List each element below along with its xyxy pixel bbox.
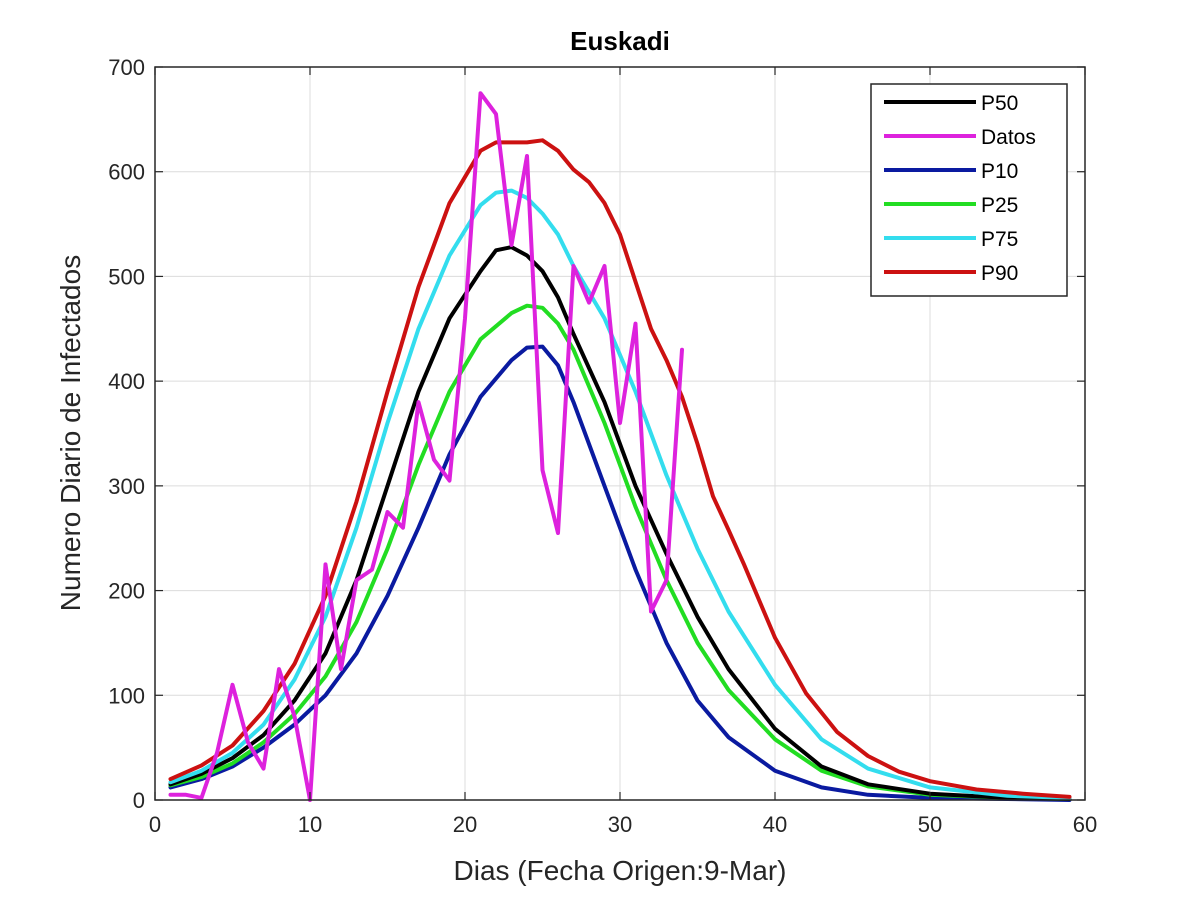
y-tick-label: 600 [108, 160, 145, 185]
x-tick-label: 30 [608, 812, 632, 837]
legend: P50 Datos P10 P25 P75 P90 [870, 83, 1068, 297]
x-tick-label: 0 [149, 812, 161, 837]
x-tick-label: 40 [763, 812, 787, 837]
x-axis-label: Dias (Fecha Origen:9-Mar) [454, 855, 787, 886]
y-tick-label: 100 [108, 683, 145, 708]
x-tick-label: 20 [453, 812, 477, 837]
legend-entries: P50 Datos P10 P25 P75 P90 [884, 92, 1036, 285]
y-tick-label: 400 [108, 369, 145, 394]
series-lines [168, 91, 1072, 802]
chart-title: Euskadi [570, 26, 670, 56]
series-line-datos [168, 91, 684, 802]
tick-marks [154, 66, 1086, 801]
legend-label-p10: P10 [981, 160, 1018, 183]
y-axis-label: Numero Diario de Infectados [55, 255, 86, 611]
series-line-p10 [168, 344, 1072, 802]
y-tick-label: 300 [108, 474, 145, 499]
series-line-p25 [168, 303, 1072, 801]
x-tick-label: 60 [1073, 812, 1097, 837]
legend-label-p25: P25 [981, 194, 1018, 217]
y-tick-label: 700 [108, 55, 145, 80]
x-tick-labels: 0 10 20 30 40 50 60 [149, 812, 1097, 837]
legend-label-datos: Datos [981, 126, 1036, 149]
y-tick-label: 500 [108, 264, 145, 289]
y-tick-labels: 0 100 200 300 400 500 600 700 [108, 55, 145, 813]
x-tick-label: 50 [918, 812, 942, 837]
legend-label-p50: P50 [981, 92, 1018, 115]
legend-label-p90: P90 [981, 262, 1018, 285]
y-tick-label: 0 [133, 788, 145, 813]
y-tick-label: 200 [108, 579, 145, 604]
x-tick-label: 10 [298, 812, 322, 837]
series-line-p75 [168, 188, 1072, 800]
series-line-p50 [168, 245, 1072, 801]
legend-label-p75: P75 [981, 228, 1018, 251]
legend-box [870, 83, 1068, 297]
series-line-p90 [168, 138, 1072, 799]
